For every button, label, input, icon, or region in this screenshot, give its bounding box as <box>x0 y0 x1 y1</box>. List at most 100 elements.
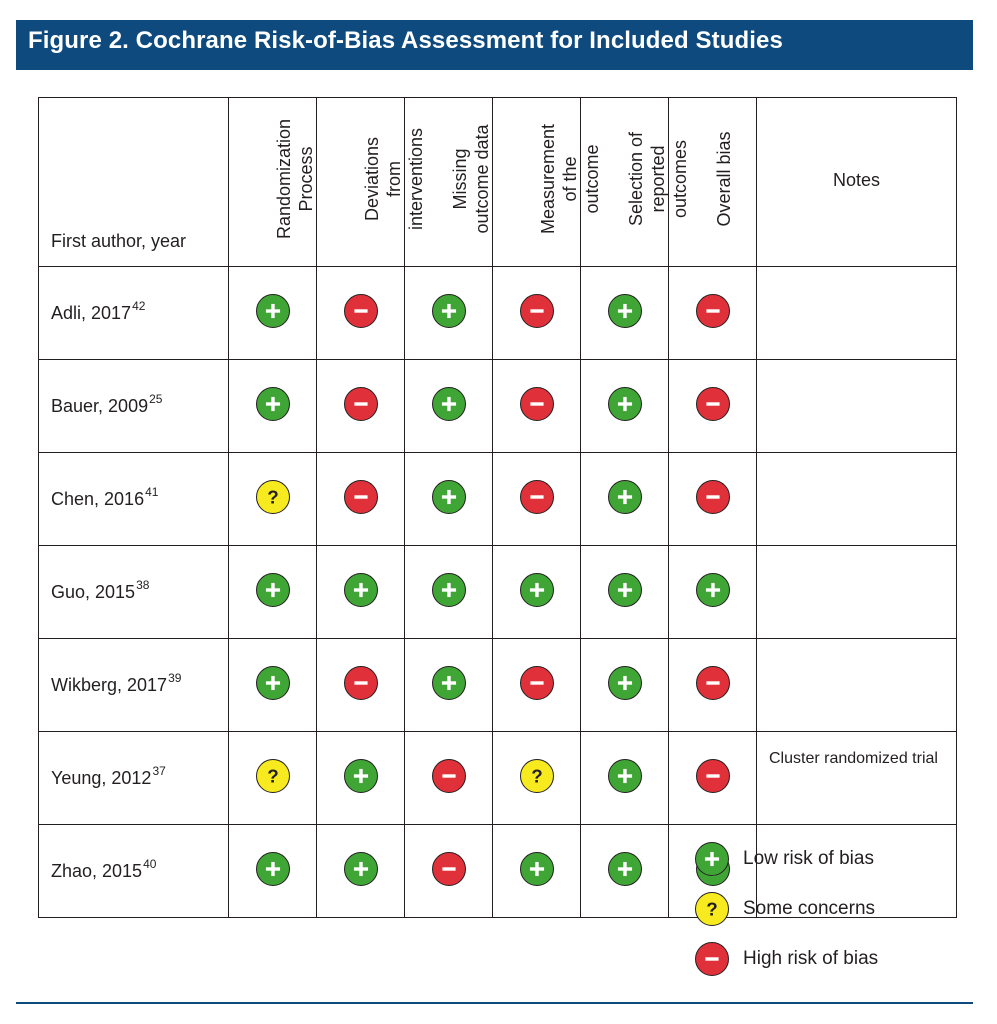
minus-icon <box>519 479 554 514</box>
study-author: Wikberg, 201739 <box>38 638 229 732</box>
rating-cell-selection <box>580 545 669 639</box>
svg-text:?: ? <box>267 486 279 507</box>
table-row: Zhao, 201540 <box>38 824 957 918</box>
rating-cell-deviations <box>316 266 405 360</box>
rating-cell-measurement <box>492 452 581 546</box>
rating-cell-randomization <box>228 824 317 918</box>
rating-cell-selection <box>580 731 669 825</box>
rating-cell-selection <box>580 824 669 918</box>
rating-cell-measurement <box>492 545 581 639</box>
legend-label: Some concerns <box>743 898 876 919</box>
rating-cell-selection <box>580 452 669 546</box>
plus-icon <box>343 572 378 607</box>
minus-icon <box>519 386 554 421</box>
reference-number: 40 <box>143 856 157 871</box>
header-row: First author, year Randomization Process… <box>38 97 957 267</box>
rating-cell-missing <box>404 824 493 918</box>
rating-cell-overall <box>668 638 757 732</box>
minus-icon <box>519 293 554 328</box>
legend-label: Low risk of bias <box>743 848 874 869</box>
table-row: Wikberg, 201739 <box>38 638 957 732</box>
question-icon: ? <box>255 479 290 514</box>
rating-cell-measurement <box>492 824 581 918</box>
reference-number: 37 <box>152 763 166 778</box>
table-row: Chen, 201641? <box>38 452 957 546</box>
minus-icon <box>519 665 554 700</box>
rating-cell-missing <box>404 731 493 825</box>
minus-icon <box>343 479 378 514</box>
rating-cell-overall <box>668 731 757 825</box>
figure-title: Figure 2. Cochrane Risk-of-Bias Assessme… <box>16 20 973 70</box>
minus-icon <box>695 479 730 514</box>
legend-item-some: ? Some concerns <box>695 884 878 934</box>
reference-number: 42 <box>132 298 146 313</box>
table-row: Bauer, 200925 <box>38 359 957 453</box>
minus-icon <box>695 758 730 793</box>
rating-cell-selection <box>580 266 669 360</box>
legend-item-high: High risk of bias <box>695 934 878 984</box>
plus-icon <box>255 293 290 328</box>
plus-icon <box>343 758 378 793</box>
reference-number: 41 <box>145 484 159 499</box>
plus-icon <box>607 758 642 793</box>
table-row: Guo, 201538 <box>38 545 957 639</box>
rating-cell-missing <box>404 638 493 732</box>
minus-icon <box>695 942 729 976</box>
reference-number: 38 <box>136 577 150 592</box>
minus-icon <box>343 293 378 328</box>
plus-icon <box>607 572 642 607</box>
study-author: Chen, 201641 <box>38 452 229 546</box>
minus-icon <box>343 386 378 421</box>
study-notes <box>756 638 957 732</box>
study-notes <box>756 359 957 453</box>
header-selection: Selection of reported outcomes <box>580 97 690 267</box>
minus-icon <box>695 293 730 328</box>
rating-cell-missing <box>404 359 493 453</box>
rating-cell-deviations <box>316 452 405 546</box>
risk-of-bias-table: First author, year Randomization Process… <box>38 97 957 918</box>
plus-icon <box>431 665 466 700</box>
rating-cell-deviations <box>316 638 405 732</box>
plus-icon <box>431 479 466 514</box>
rating-cell-deviations <box>316 731 405 825</box>
minus-icon <box>695 386 730 421</box>
plus-icon <box>519 851 554 886</box>
footer-rule <box>16 1002 973 1004</box>
header-author: First author, year <box>38 97 229 267</box>
rating-cell-measurement <box>492 359 581 453</box>
question-icon: ? <box>695 892 729 926</box>
rating-cell-selection <box>580 359 669 453</box>
svg-text:?: ? <box>706 899 718 920</box>
plus-icon <box>431 572 466 607</box>
study-author: Bauer, 200925 <box>38 359 229 453</box>
plus-icon <box>431 293 466 328</box>
study-notes <box>756 824 957 918</box>
reference-number: 39 <box>168 670 182 685</box>
study-notes <box>756 545 957 639</box>
plus-icon <box>431 386 466 421</box>
rating-cell-randomization <box>228 266 317 360</box>
study-notes: Cluster randomized trial <box>756 731 957 825</box>
plus-icon <box>607 479 642 514</box>
rating-cell-missing <box>404 452 493 546</box>
plus-icon <box>607 665 642 700</box>
question-icon: ? <box>519 758 554 793</box>
legend-label: High risk of bias <box>743 948 879 969</box>
rating-cell-overall <box>668 359 757 453</box>
rating-cell-deviations <box>316 824 405 918</box>
rating-cell-deviations <box>316 359 405 453</box>
rating-cell-missing <box>404 545 493 639</box>
table-row: Yeung, 201237?? Cluster randomized trial <box>38 731 957 825</box>
minus-icon <box>431 758 466 793</box>
plus-icon <box>255 851 290 886</box>
rating-cell-overall <box>668 266 757 360</box>
study-author: Guo, 201538 <box>38 545 229 639</box>
svg-text:?: ? <box>531 765 543 786</box>
rating-cell-overall <box>668 452 757 546</box>
plus-icon <box>695 842 729 876</box>
rating-cell-randomization: ? <box>228 452 317 546</box>
rating-cell-overall <box>668 545 757 639</box>
legend: Low risk of bias? Some concerns High risk … <box>695 834 878 984</box>
plus-icon <box>343 851 378 886</box>
plus-icon <box>255 665 290 700</box>
